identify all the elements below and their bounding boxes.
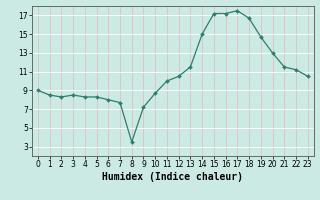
X-axis label: Humidex (Indice chaleur): Humidex (Indice chaleur) [102,172,243,182]
